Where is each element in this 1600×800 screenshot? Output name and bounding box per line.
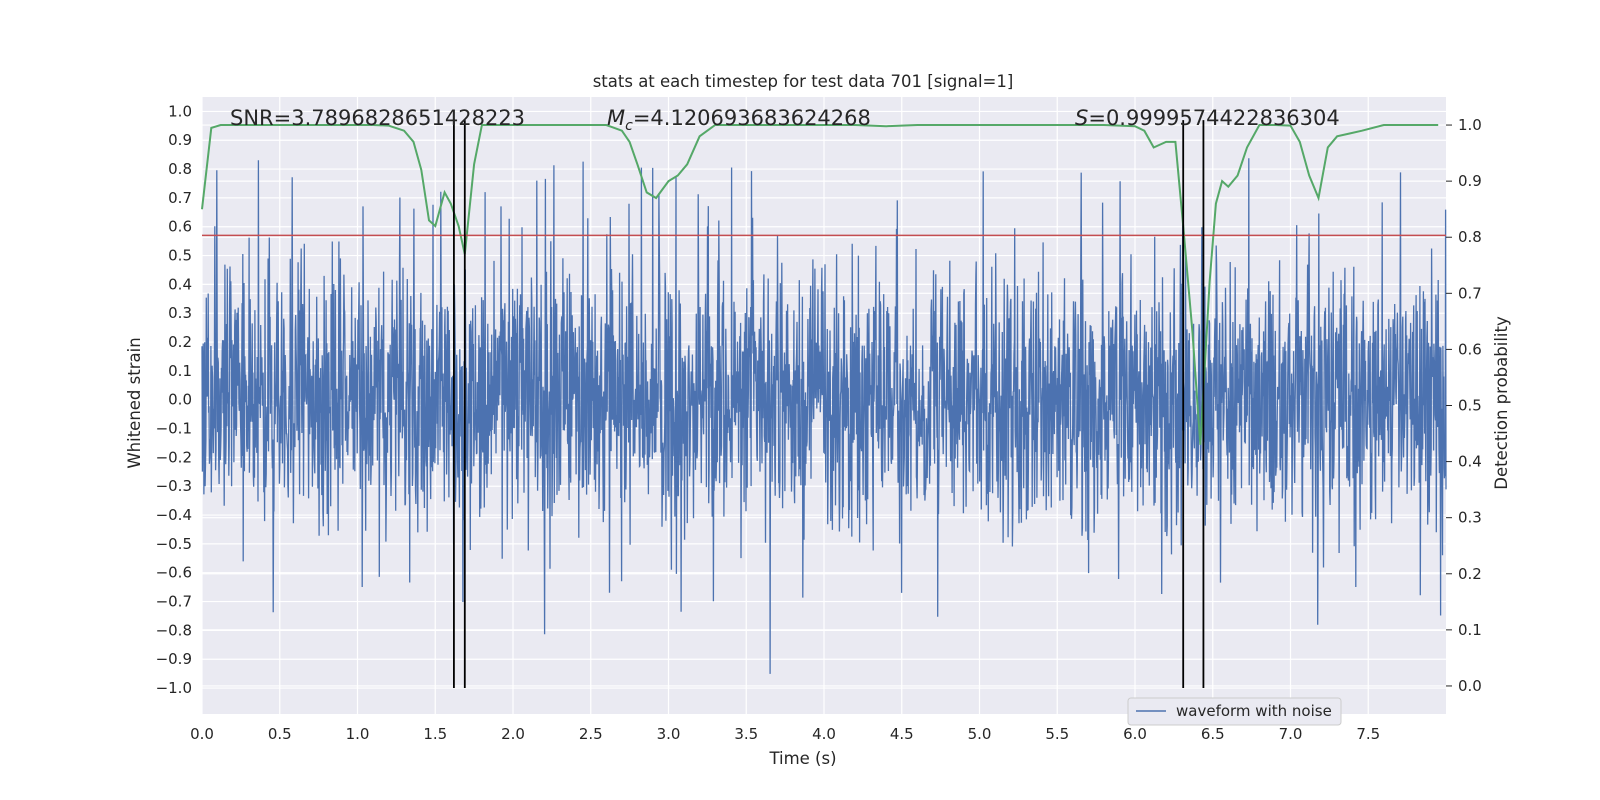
y2-tick-label: 0.3	[1458, 509, 1482, 527]
x-tick-label: 0.5	[268, 725, 292, 743]
y-tick-label: 0.0	[168, 391, 192, 409]
chart-title: stats at each timestep for test data 701…	[593, 72, 1014, 91]
chirp-mass-symbol: M	[607, 106, 625, 130]
y2-tick-label: 0.9	[1458, 172, 1482, 190]
y-tick-label: −0.6	[156, 564, 192, 582]
x-tick-label: 5.5	[1045, 725, 1069, 743]
y-tick-label: 0.1	[168, 362, 192, 380]
probability-series	[201, 124, 1439, 445]
y-tick-label: −0.5	[156, 535, 192, 553]
y2-tick-label: 0.1	[1458, 621, 1482, 639]
y2-tick-label: 0.6	[1458, 340, 1482, 358]
x-tick-label: 2.0	[501, 725, 525, 743]
x-tick-label: 1.0	[346, 725, 370, 743]
strain-line	[201, 158, 1447, 674]
y2-tick-label: 0.0	[1458, 677, 1482, 695]
strain-series	[201, 158, 1447, 674]
snr-annotation: SNR=3.7896828651428223	[230, 106, 525, 130]
x-tick-label: 0.0	[190, 725, 214, 743]
y2-tick-label: 0.7	[1458, 284, 1482, 302]
x-tick-label: 6.0	[1123, 725, 1147, 743]
chirp-mass-annotation: Mc=4.120693683624268	[607, 106, 871, 134]
legend-entry: waveform with noise	[1176, 702, 1332, 720]
y2-tick-label: 0.5	[1458, 397, 1482, 415]
y-tick-label: −0.8	[156, 621, 192, 639]
legend: waveform with noise	[1127, 697, 1342, 726]
y-tick-label: 0.9	[168, 131, 192, 149]
y-tick-label: −0.7	[156, 593, 192, 611]
x-axis-label: Time (s)	[768, 749, 836, 768]
y-tick-label: −0.2	[156, 448, 192, 466]
y2-tick-label: 0.8	[1458, 228, 1482, 246]
y-tick-label: −1.0	[156, 679, 192, 697]
x-tick-label: 5.0	[968, 725, 992, 743]
s-symbol: S	[1075, 106, 1088, 130]
chirp-mass-value: =4.120693683624268	[633, 106, 871, 130]
y-tick-label: −0.9	[156, 650, 192, 668]
x-tick-label: 3.0	[657, 725, 681, 743]
legend-box	[1127, 697, 1342, 726]
x-tick-label: 4.5	[890, 725, 914, 743]
x-tick-label: 7.0	[1279, 725, 1303, 743]
y-tick-label: 0.8	[168, 160, 192, 178]
y-tick-label: −0.1	[156, 420, 192, 438]
x-tick-label: 6.5	[1201, 725, 1225, 743]
y-tick-label: 0.2	[168, 333, 192, 351]
y-axis-label: Whitened strain	[125, 337, 144, 468]
probability-line	[201, 124, 1439, 445]
tick-labels: 0.0 0.5 1.0 1.5 2.0 2.5 3.0 3.5 4.0 4.5 5.0 5.5 6.0 6…	[156, 102, 1482, 743]
x-tick-label: 1.5	[423, 725, 447, 743]
x-tick-label: 2.5	[579, 725, 603, 743]
x-tick-label: 7.5	[1356, 725, 1380, 743]
x-tick-label: 4.0	[812, 725, 836, 743]
y-tick-label: 0.4	[168, 275, 192, 293]
y2-tick-label: 1.0	[1458, 116, 1482, 134]
y-tick-label: 0.5	[168, 247, 192, 265]
y-tick-label: −0.4	[156, 506, 192, 524]
y2-axis-label: Detection probability	[1492, 316, 1511, 490]
x-tick-label: 3.5	[734, 725, 758, 743]
vertical-lines	[453, 120, 1205, 689]
y-tick-label: −0.3	[156, 477, 192, 495]
y-tick-label: 0.7	[168, 189, 192, 207]
s-value: =0.9999574422836304	[1088, 106, 1339, 130]
chirp-mass-subscript: c	[625, 118, 633, 134]
y2-tick-label: 0.4	[1458, 453, 1482, 471]
y2-tick-label: 0.2	[1458, 565, 1482, 583]
y-tick-label: 0.6	[168, 218, 192, 236]
y-tick-label: 1.0	[168, 102, 192, 120]
s-annotation: S=0.9999574422836304	[1075, 106, 1340, 130]
y-tick-label: 0.3	[168, 304, 192, 322]
